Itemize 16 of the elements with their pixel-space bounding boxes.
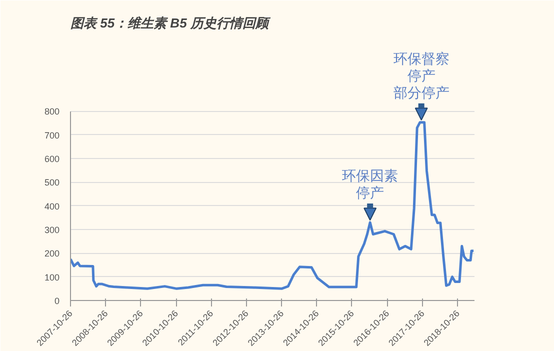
y-tick-label: 500: [44, 178, 60, 188]
y-tick-label: 400: [44, 201, 60, 212]
y-tick-label: 800: [44, 106, 60, 117]
y-tick-label: 0: [54, 296, 60, 306]
y-tick-label: 300: [44, 225, 60, 236]
text: 环保督察: [393, 50, 450, 66]
text: 停产: [407, 67, 436, 84]
chart-title: 图表 55：维生素 B5 历史行情回顾: [70, 16, 272, 30]
y-tick-label: 200: [44, 248, 60, 259]
line-series: [70, 121, 474, 290]
annotation: 停产: [356, 184, 384, 200]
y-tick-label: 100: [44, 272, 60, 282]
annotation: 环保因素: [342, 167, 398, 184]
annotation: 部分停产: [393, 84, 450, 100]
y-tick-label: 600: [44, 154, 60, 164]
y-tick-label: 700: [44, 130, 60, 140]
